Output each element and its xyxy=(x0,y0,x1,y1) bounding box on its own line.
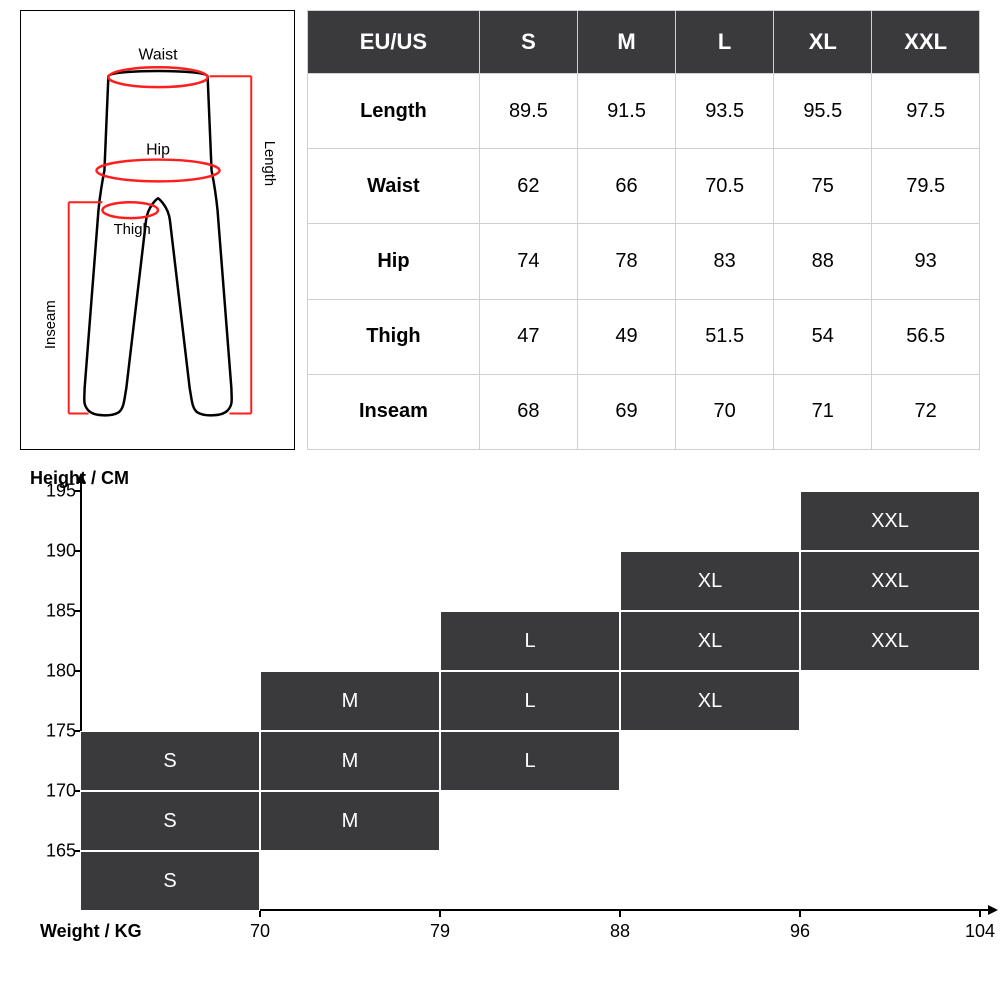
size-block-xxl: XXL xyxy=(800,491,980,551)
inseam-label: Inseam xyxy=(43,300,59,349)
cell-value: 51.5 xyxy=(676,299,774,374)
y-tick-label: 180 xyxy=(46,661,76,682)
x-tick-label: 104 xyxy=(965,921,995,942)
size-block-l: L xyxy=(440,611,620,671)
cell-value: 74 xyxy=(479,224,577,299)
row-label-length: Length xyxy=(308,74,480,149)
cell-value: 66 xyxy=(577,149,675,224)
size-block-xl: XL xyxy=(620,671,800,731)
table-row: Hip7478838893 xyxy=(308,224,980,299)
y-axis-arrow xyxy=(76,473,86,483)
y-tick xyxy=(74,850,80,852)
y-tick-label: 165 xyxy=(46,841,76,862)
size-table: EU/USSMLXLXXL Length89.591.593.595.597.5… xyxy=(307,10,980,450)
cell-value: 72 xyxy=(872,374,980,449)
size-header-m: M xyxy=(577,11,675,74)
cell-value: 89.5 xyxy=(479,74,577,149)
size-block-l: L xyxy=(440,731,620,791)
y-tick-label: 185 xyxy=(46,601,76,622)
waist-label: Waist xyxy=(138,46,178,63)
size-block-xxl: XXL xyxy=(800,551,980,611)
size-block-xl: XL xyxy=(620,551,800,611)
row-label-thigh: Thigh xyxy=(308,299,480,374)
thigh-label: Thigh xyxy=(114,222,151,238)
length-label: Length xyxy=(261,141,277,187)
cell-value: 70.5 xyxy=(676,149,774,224)
pants-outline xyxy=(84,71,231,415)
cell-value: 83 xyxy=(676,224,774,299)
cell-value: 49 xyxy=(577,299,675,374)
y-tick xyxy=(74,730,80,732)
y-tick xyxy=(74,550,80,552)
y-tick-label: 175 xyxy=(46,721,76,742)
cell-value: 93.5 xyxy=(676,74,774,149)
hip-label: Hip xyxy=(146,142,170,159)
size-block-s: S xyxy=(80,791,260,851)
size-block-l: L xyxy=(440,671,620,731)
cell-value: 97.5 xyxy=(872,74,980,149)
size-chart: 165170175180185190195 SSSMMMLLLXLXLXLXXL… xyxy=(80,491,980,911)
cell-value: 91.5 xyxy=(577,74,675,149)
size-block-m: M xyxy=(260,791,440,851)
cell-value: 78 xyxy=(577,224,675,299)
cell-value: 71 xyxy=(774,374,872,449)
size-header-l: L xyxy=(676,11,774,74)
size-header-s: S xyxy=(479,11,577,74)
row-label-waist: Waist xyxy=(308,149,480,224)
y-tick-label: 170 xyxy=(46,781,76,802)
table-row: Thigh474951.55456.5 xyxy=(308,299,980,374)
x-tick-label: 88 xyxy=(610,921,630,942)
y-tick-label: 190 xyxy=(46,541,76,562)
y-tick-label: 195 xyxy=(46,481,76,502)
chart-y-title: Height / CM xyxy=(30,468,980,489)
y-tick xyxy=(74,790,80,792)
x-tick-label: 96 xyxy=(790,921,810,942)
size-block-xxl: XXL xyxy=(800,611,980,671)
chart-x-title: Weight / KG xyxy=(40,921,142,942)
cell-value: 54 xyxy=(774,299,872,374)
size-block-s: S xyxy=(80,851,260,911)
cell-value: 95.5 xyxy=(774,74,872,149)
size-block-m: M xyxy=(260,671,440,731)
cell-value: 79.5 xyxy=(872,149,980,224)
table-row: Waist626670.57579.5 xyxy=(308,149,980,224)
cell-value: 69 xyxy=(577,374,675,449)
size-block-xl: XL xyxy=(620,611,800,671)
cell-value: 56.5 xyxy=(872,299,980,374)
row-label-hip: Hip xyxy=(308,224,480,299)
pants-diagram: Waist Hip Thigh Length Inseam xyxy=(20,10,295,450)
size-header-label: EU/US xyxy=(308,11,480,74)
cell-value: 93 xyxy=(872,224,980,299)
table-row: Inseam6869707172 xyxy=(308,374,980,449)
hip-marker xyxy=(96,160,219,182)
x-axis-arrow xyxy=(988,905,998,915)
table-row: Length89.591.593.595.597.5 xyxy=(308,74,980,149)
size-header-xl: XL xyxy=(774,11,872,74)
size-header-xxl: XXL xyxy=(872,11,980,74)
x-tick-label: 79 xyxy=(430,921,450,942)
cell-value: 75 xyxy=(774,149,872,224)
cell-value: 62 xyxy=(479,149,577,224)
row-label-inseam: Inseam xyxy=(308,374,480,449)
cell-value: 47 xyxy=(479,299,577,374)
cell-value: 70 xyxy=(676,374,774,449)
x-tick-label: 70 xyxy=(250,921,270,942)
cell-value: 68 xyxy=(479,374,577,449)
y-tick xyxy=(74,670,80,672)
size-block-m: M xyxy=(260,731,440,791)
size-block-s: S xyxy=(80,731,260,791)
cell-value: 88 xyxy=(774,224,872,299)
y-tick xyxy=(74,610,80,612)
y-tick xyxy=(74,490,80,492)
